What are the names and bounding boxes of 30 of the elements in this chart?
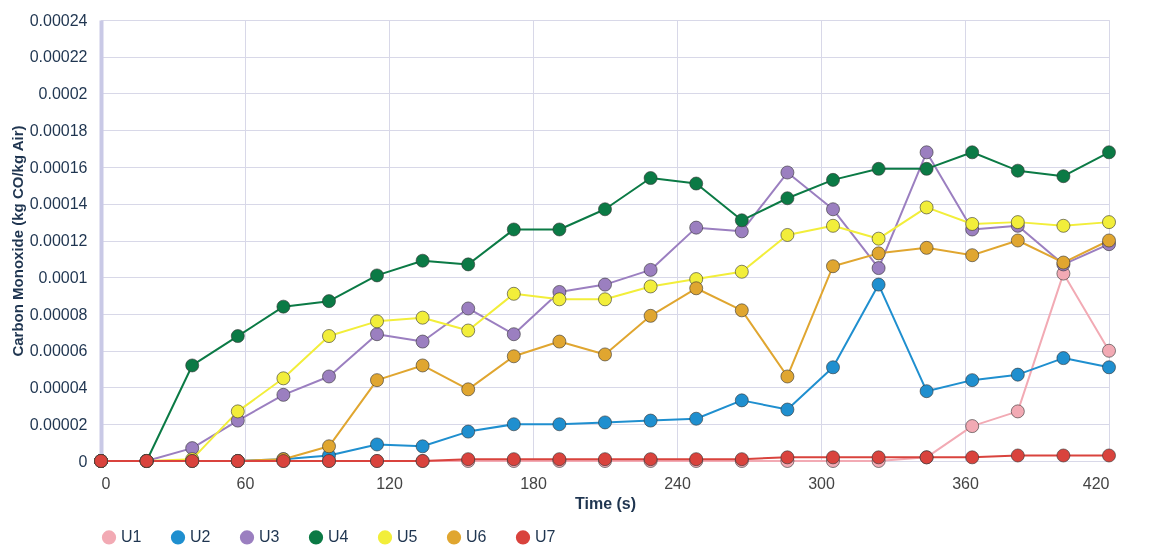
x-axis-title: Time (s)	[574, 494, 637, 512]
legend-label: U2	[190, 528, 211, 546]
legend-label: U7	[535, 528, 556, 546]
x-tick-label: 180	[520, 474, 547, 492]
x-tick-label: 360	[952, 474, 979, 492]
y-axis-title: Carbon Monoxide (kg CO/kg Air)	[8, 125, 26, 357]
x-tick-label: 0	[101, 474, 111, 492]
legend-label: U6	[466, 528, 487, 546]
y-tick-label: 0.00008	[29, 305, 88, 323]
legend-label: U4	[328, 528, 349, 546]
x-tick-label: 60	[236, 474, 255, 492]
y-tick-label: 0.00012	[29, 232, 88, 249]
legend-label: U3	[259, 528, 280, 546]
y-tick-label: 0.00014	[29, 195, 88, 213]
y-tick-label: 0.00002	[29, 415, 88, 433]
legend-label: U5	[397, 528, 418, 546]
y-tick-label: 0.00024	[29, 11, 88, 29]
y-tick-label: 0.00004	[29, 379, 88, 396]
x-tick-label: 120	[376, 474, 403, 492]
legend-label: U1	[121, 528, 142, 546]
x-tick-label: 420	[1082, 474, 1110, 492]
y-tick-label: 0.00018	[29, 121, 88, 139]
x-tick-label: 240	[664, 474, 691, 492]
y-tick-label: 0.00016	[29, 158, 88, 176]
y-tick-label: 0.00006	[29, 342, 88, 360]
y-tick-label: 0	[78, 452, 88, 470]
y-tick-label: 0.0001	[38, 268, 88, 286]
y-tick-label: 0.00022	[29, 48, 88, 66]
x-tick-label: 300	[808, 474, 835, 492]
y-tick-label: 0.0002	[38, 85, 88, 102]
